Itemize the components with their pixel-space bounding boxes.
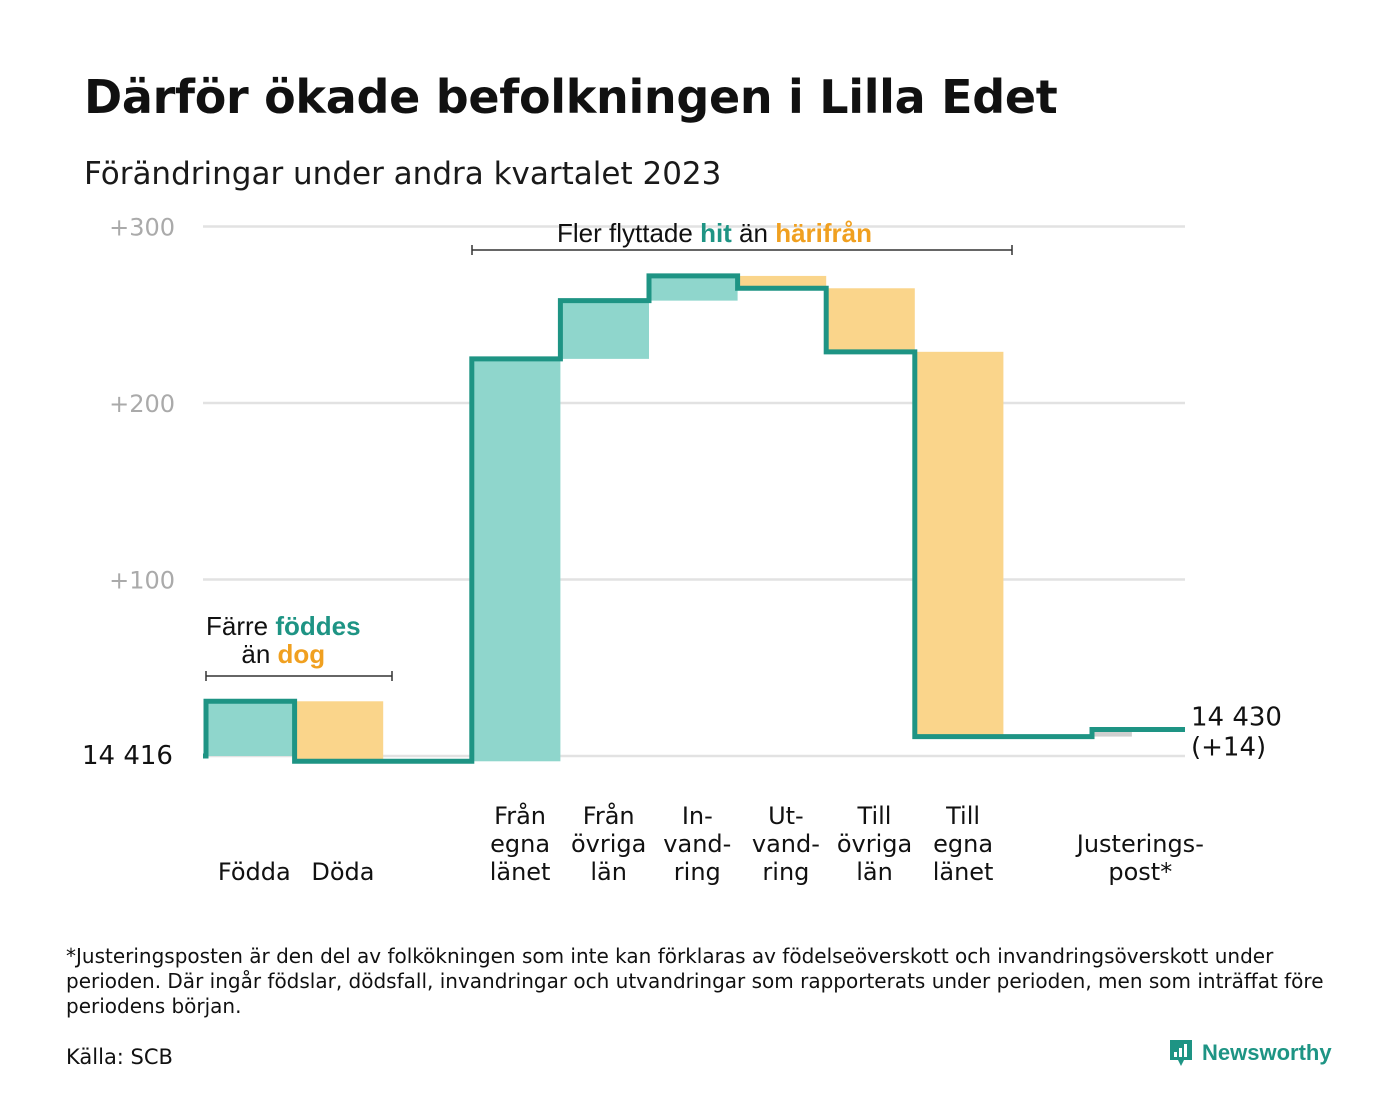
category-label: Till [857,802,892,830]
category-label: länet [490,858,551,886]
bar [471,358,561,762]
births-annotation-pre2: än [241,639,278,669]
category-label: Från [494,801,546,830]
category-label: In- [682,802,713,830]
start-value-label: 14 416 [82,741,173,771]
category-label: post* [1108,858,1172,886]
y-tick-label: +300 [109,214,175,242]
category-label: Födda [218,858,291,886]
category-label: länet [933,858,994,886]
end-change-label: (+14) [1191,733,1266,763]
newsworthy-logo[interactable]: Newsworthy [1168,1038,1332,1068]
category-label: län [590,858,627,886]
bar [914,351,1004,737]
cumulative-step-line [203,273,1185,764]
category-label: län [856,858,893,886]
moves-annotation-harifran: härifrån [775,218,873,248]
category-label: vand- [752,830,820,858]
category-label: Justerings- [1075,830,1204,858]
bar [737,275,827,289]
category-label: vand- [663,830,731,858]
chart-subtitle: Förändringar under andra kvartalet 2023 [84,156,722,192]
category-label: egna [933,830,993,858]
deaths-annotation-highlight: dog [277,639,326,669]
bar [206,701,295,756]
bar [649,275,738,301]
category-label: Döda [311,858,374,886]
y-tick-label: +100 [109,567,175,595]
births-annotation: Färre föddes än dog [206,612,361,668]
end-value-label: 14 430 [1191,703,1282,733]
category-label: Till [945,802,980,830]
category-label: ring [674,858,721,886]
newsworthy-logo-text: Newsworthy [1202,1040,1332,1065]
bar [560,300,649,359]
chart-title: Därför ökade befolkningen i Lilla Edet [84,70,1058,124]
category-label: övriga [571,830,646,858]
category-label: Från [583,801,635,830]
category-label: egna [490,830,550,858]
moves-annotation-pre: Fler flyttade [557,218,701,248]
births-annotation-pre: Färre [206,611,276,641]
births-annotation-highlight: föddes [275,611,361,641]
newsworthy-logo-icon [1170,1040,1192,1066]
moves-annotation-mid: än [731,218,776,248]
y-tick-label: +200 [109,390,175,418]
footnote: *Justeringsposten är den del av folkökni… [66,944,1324,1018]
category-label: Ut- [768,802,804,830]
category-label: ring [762,858,809,886]
bar [826,288,915,352]
bar [294,701,384,762]
bar [1092,729,1132,737]
moves-annotation: Fler flyttade hit än härifrån [557,218,872,249]
source: Källa: SCB [66,1045,173,1069]
moves-annotation-hit: hit [700,218,732,248]
category-label: övriga [837,830,912,858]
